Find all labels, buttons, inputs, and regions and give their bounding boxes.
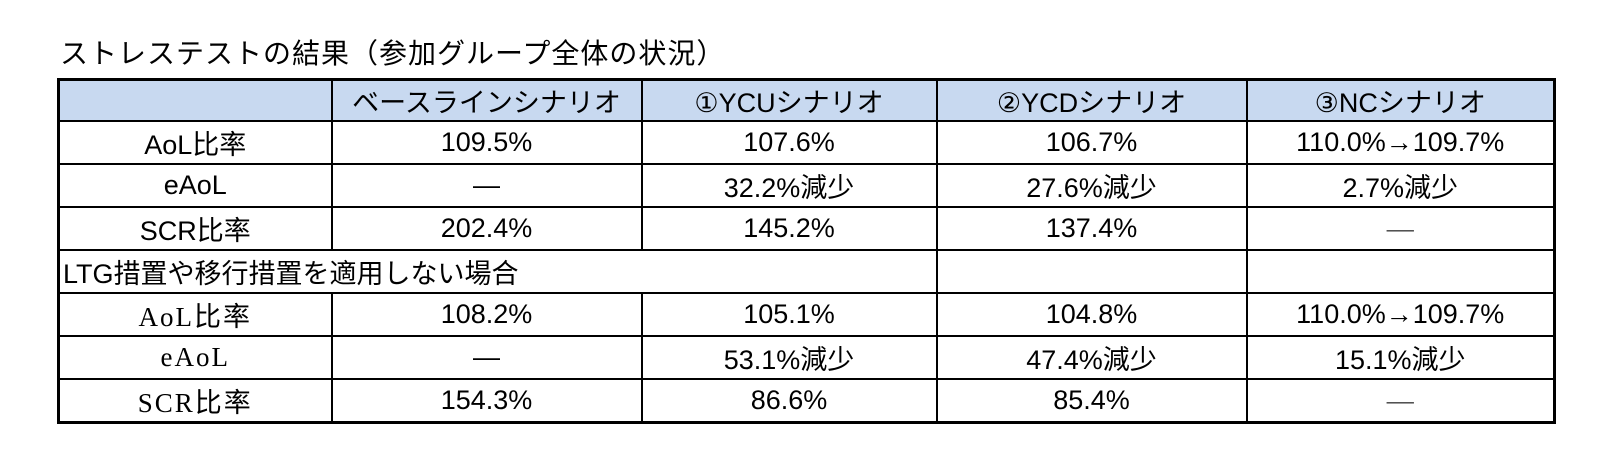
- empty-cell: [935, 249, 1248, 294]
- cell-value: 105.1%: [640, 292, 938, 337]
- table-row: AoL比率 108.2% 105.1% 104.8% 110.0%→109.7%: [57, 292, 1556, 337]
- table-row: SCR比率 202.4% 145.2% 137.4% ―: [57, 206, 1556, 251]
- cell-value: ―: [330, 163, 643, 208]
- section-row-ltg: LTG措置や移行措置を適用しない場合: [57, 249, 1556, 294]
- cell-value: 53.1%減少: [640, 335, 938, 380]
- cell-value: 86.6%: [640, 378, 938, 424]
- cell-value: 137.4%: [935, 206, 1248, 251]
- table-row: AoL比率 109.5% 107.6% 106.7% 110.0%→109.7%: [57, 120, 1556, 165]
- cell-value: 145.2%: [640, 206, 938, 251]
- row-label-aol-ratio-no-ltg: AoL比率: [57, 292, 333, 337]
- cell-value: ―: [330, 335, 643, 380]
- row-label-aol-ratio: AoL比率: [57, 120, 333, 165]
- header-cell-ycu-scenario: ①YCUシナリオ: [640, 78, 938, 122]
- cell-value: 154.3%: [330, 378, 643, 424]
- table-header-row: ベースラインシナリオ ①YCUシナリオ ②YCDシナリオ ③NCシナリオ: [57, 78, 1556, 122]
- header-cell-nc-scenario: ③NCシナリオ: [1245, 78, 1556, 122]
- cell-value: 202.4%: [330, 206, 643, 251]
- cell-value: 27.6%減少: [935, 163, 1248, 208]
- header-cell-baseline-scenario: ベースラインシナリオ: [330, 78, 643, 122]
- cell-value: 15.1%減少: [1245, 335, 1556, 380]
- row-label-eaol: eAoL: [57, 163, 333, 208]
- row-label-scr-ratio-no-ltg: SCR比率: [57, 378, 333, 424]
- stress-test-results-table: ベースラインシナリオ ①YCUシナリオ ②YCDシナリオ ③NCシナリオ AoL…: [57, 78, 1556, 424]
- row-label-scr-ratio: SCR比率: [57, 206, 333, 251]
- cell-value: ―: [1245, 378, 1556, 424]
- cell-value: 32.2%減少: [640, 163, 938, 208]
- header-cell-empty: [57, 78, 333, 122]
- cell-value: 110.0%→109.7%: [1245, 292, 1556, 337]
- empty-cell: [1245, 249, 1556, 294]
- cell-value: 107.6%: [640, 120, 938, 165]
- table-row: SCR比率 154.3% 86.6% 85.4% ―: [57, 378, 1556, 424]
- cell-value: ―: [1245, 206, 1556, 251]
- cell-value: 108.2%: [330, 292, 643, 337]
- section-label-no-ltg-measures: LTG措置や移行措置を適用しない場合: [57, 249, 938, 294]
- cell-value: 47.4%減少: [935, 335, 1248, 380]
- table-row: eAoL ― 53.1%減少 47.4%減少 15.1%減少: [57, 335, 1556, 380]
- page-title: ストレステストの結果（参加グループ全体の状況）: [60, 38, 726, 69]
- cell-value: 85.4%: [935, 378, 1248, 424]
- cell-value: 106.7%: [935, 120, 1248, 165]
- cell-value: 2.7%減少: [1245, 163, 1556, 208]
- cell-value: 104.8%: [935, 292, 1248, 337]
- table-row: eAoL ― 32.2%減少 27.6%減少 2.7%減少: [57, 163, 1556, 208]
- cell-value: 109.5%: [330, 120, 643, 165]
- row-label-eaol-no-ltg: eAoL: [57, 335, 333, 380]
- cell-value: 110.0%→109.7%: [1245, 120, 1556, 165]
- header-cell-ycd-scenario: ②YCDシナリオ: [935, 78, 1248, 122]
